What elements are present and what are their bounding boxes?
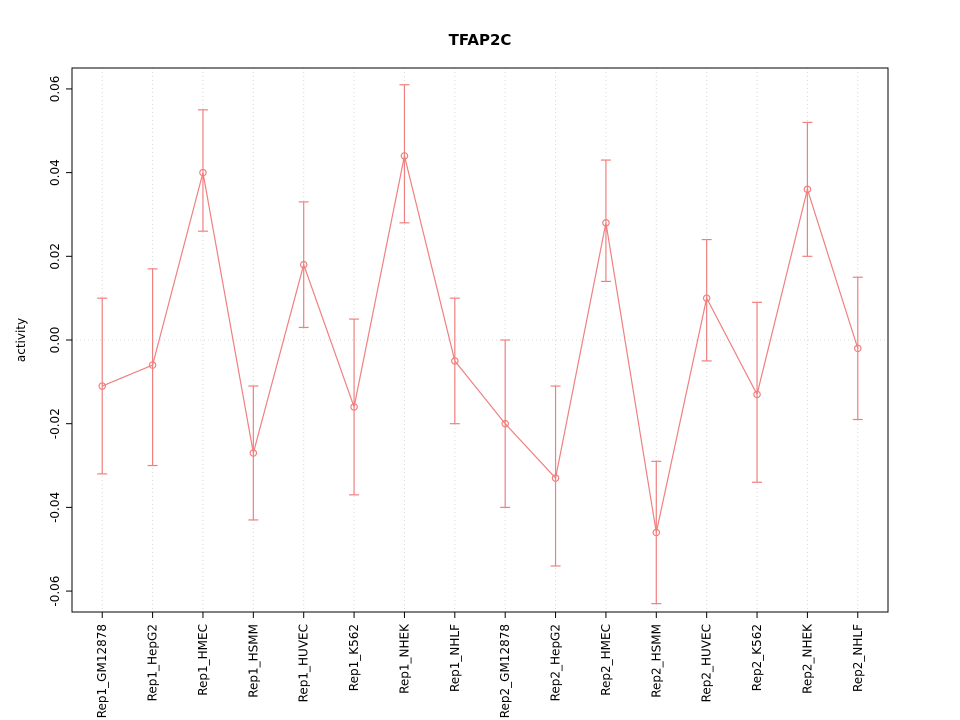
x-tick-label: Rep1_K562 [347, 624, 361, 691]
data-point [853, 344, 862, 353]
y-tick-label: -0.02 [48, 408, 62, 439]
x-tick-label: Rep2_HSMM [649, 624, 663, 698]
x-tick-label: Rep1_HepG2 [146, 624, 160, 701]
data-points [98, 152, 862, 537]
data-point [249, 449, 258, 457]
series-line [101, 155, 859, 533]
x-tick-label: Rep2_GM12878 [498, 624, 512, 718]
data-point [702, 294, 711, 302]
y-tick-label: 0.00 [48, 327, 62, 354]
x-tick-label: Rep2_K562 [750, 624, 764, 691]
x-tick-label: Rep2_NHLF [851, 624, 865, 692]
y-tick-label: 0.02 [48, 243, 62, 270]
y-axis: -0.06 -0.04 -0.02 0.00 0.02 0.04 0.06 [48, 76, 72, 607]
y-tick-label: -0.06 [48, 576, 62, 607]
data-point [602, 219, 610, 227]
data-point [501, 419, 509, 428]
data-point [753, 390, 761, 399]
x-tick-label: Rep1_NHEK [397, 623, 411, 694]
data-point [299, 260, 308, 269]
x-tick-label: Rep2_HepG2 [549, 624, 563, 701]
y-axis-label: activity [14, 318, 28, 362]
y-tick-label: 0.06 [48, 76, 62, 103]
data-point [199, 168, 207, 177]
x-tick-label: Rep1_HUVEC [297, 624, 311, 702]
y-tick-label: -0.04 [48, 492, 62, 523]
x-tick-label: Rep1_NHLF [448, 624, 462, 692]
data-point [148, 361, 157, 369]
data-point [400, 152, 409, 160]
x-tick-label: Rep1_HMEC [196, 624, 210, 696]
data-point [451, 357, 459, 365]
data-point [98, 382, 107, 390]
data-point [551, 474, 560, 482]
error-bars [97, 84, 863, 605]
data-point [350, 403, 358, 411]
x-tick-label: Rep1_HSMM [246, 624, 260, 698]
x-tick-label: Rep2_HUVEC [700, 624, 714, 702]
x-tick-label: Rep2_HMEC [599, 624, 613, 696]
x-tick-label: Rep2_NHEK [800, 623, 814, 694]
y-tick-label: 0.04 [48, 159, 62, 186]
data-point [652, 528, 661, 537]
x-tick-label: Rep1_GM12878 [95, 624, 109, 718]
gridlines [72, 68, 888, 612]
chart-title: TFAP2C [449, 31, 512, 49]
data-point [803, 185, 812, 194]
x-axis: Rep1_GM12878 Rep1_HepG2 Rep1_HMEC Rep1_HSMM… [95, 612, 865, 718]
